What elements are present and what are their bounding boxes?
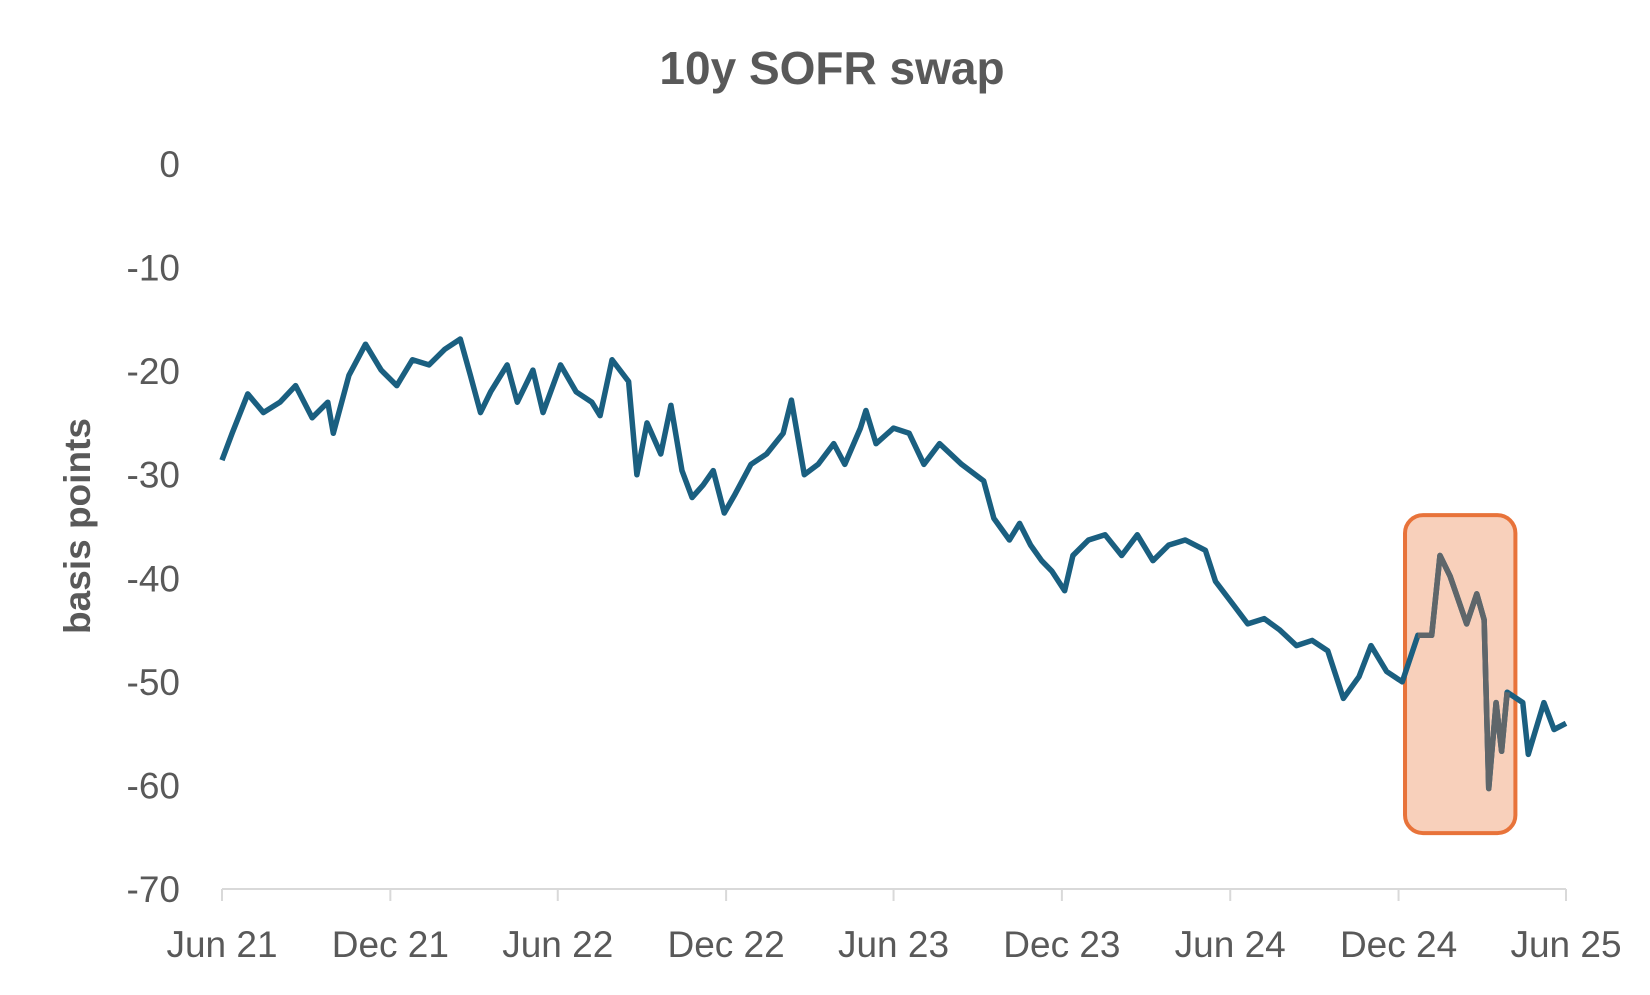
highlight-box (1403, 513, 1518, 836)
x-tick-label: Jun 21 (166, 924, 277, 965)
x-tick-label: Jun 23 (838, 924, 949, 965)
chart-title: 10y SOFR swap (659, 42, 1004, 94)
x-tick-label: Dec 23 (1003, 924, 1120, 965)
y-tick-label: -50 (127, 662, 180, 703)
x-tick-label: Jun 24 (1175, 924, 1286, 965)
series-line (219, 336, 1568, 792)
y-tick-label: 0 (159, 144, 180, 185)
y-tick-label: -60 (127, 765, 180, 806)
highlighted-series-segment (1417, 552, 1510, 792)
x-tick-label: Dec 22 (667, 924, 784, 965)
y-tick-label: -70 (127, 869, 180, 910)
x-tick-label: Dec 24 (1340, 924, 1457, 965)
y-tick-label: -20 (127, 351, 180, 392)
y-tick-label: -10 (127, 248, 180, 289)
x-tick-label: Jun 25 (1510, 924, 1621, 965)
x-tick-label: Dec 21 (332, 924, 449, 965)
y-axis-label: basis points (57, 418, 98, 634)
x-tick-label: Jun 22 (502, 924, 613, 965)
y-tick-label: -40 (127, 558, 180, 599)
y-tick-label: -30 (127, 455, 180, 496)
